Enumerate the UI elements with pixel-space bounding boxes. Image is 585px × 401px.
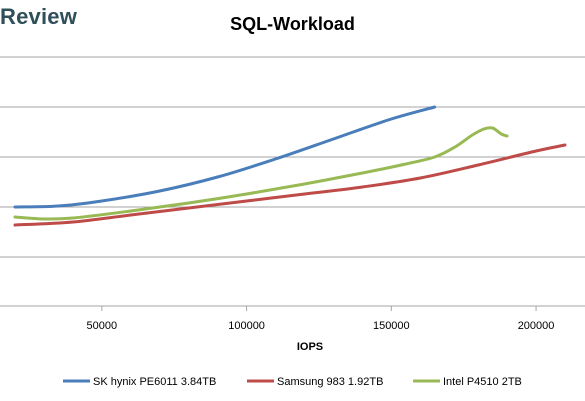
legend-label: SK hynix PE6011 3.84TB (93, 376, 216, 388)
x-axis: 50000 100000 150000 200000 (0, 305, 585, 332)
legend-label: Samsung 983 1.92TB (277, 376, 383, 388)
series-line-3 (13, 126, 509, 221)
x-tick-label: 200000 (518, 320, 555, 332)
x-tick-label: 50000 (87, 320, 118, 332)
chart-title: SQL-Workload (230, 14, 355, 34)
x-tick-label: 100000 (228, 320, 265, 332)
series-lines (13, 105, 567, 227)
legend: SK hynix PE6011 3.84TB Samsung 983 1.92TB… (63, 376, 522, 388)
legend-label: Intel P4510 2TB (443, 376, 522, 388)
brand-logo-text: Review (0, 4, 78, 29)
x-tick-label: 150000 (373, 320, 410, 332)
gridlines (0, 56, 585, 258)
x-axis-label: IOPS (297, 341, 323, 353)
series-line-2 (13, 143, 567, 227)
series-line-1 (13, 105, 437, 209)
